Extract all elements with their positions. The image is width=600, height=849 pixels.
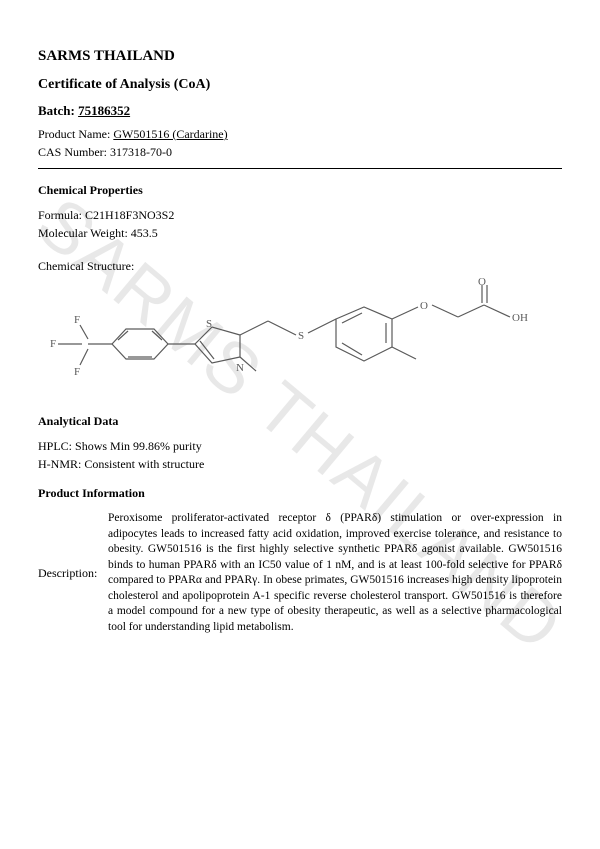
product-info-heading: Product Information [38,486,562,501]
svg-text:N: N [236,362,244,374]
batch-line: Batch: 75186352 [38,103,562,119]
hnmr-value: Consistent with structure [84,457,204,471]
svg-text:S: S [206,318,212,330]
chem-props-heading: Chemical Properties [38,183,562,198]
mw-label: Molecular Weight: [38,226,128,240]
hplc-label: HPLC: [38,439,72,453]
description-label: Description: [38,566,108,581]
svg-text:O: O [420,300,428,312]
hplc-line: HPLC: Shows Min 99.86% purity [38,439,562,454]
cas-label: CAS Number: [38,145,107,159]
chemical-structure-diagram: F F F S N S [38,277,562,417]
svg-text:F: F [50,338,56,350]
svg-text:F: F [74,366,80,378]
batch-number: 75186352 [78,103,130,118]
formula-line: Formula: C21H18F3NO3S2 [38,208,562,223]
svg-text:S: S [298,330,304,342]
svg-text:O: O [478,277,486,288]
doc-title: Certificate of Analysis (CoA) [38,77,562,93]
product-line: Product Name: GW501516 (Cardarine) [38,127,562,142]
company-name: SARMS THAILAND [38,48,562,65]
product-label: Product Name: [38,127,110,141]
hnmr-label: H-NMR: [38,457,81,471]
divider [38,168,562,169]
formula-value: C21H18F3NO3S2 [85,208,174,222]
batch-label: Batch: [38,103,75,118]
svg-text:F: F [74,314,80,326]
product-name: GW501516 (Cardarine) [113,127,227,141]
formula-label: Formula: [38,208,82,222]
description-row: Description: Peroxisome proliferator-act… [38,511,562,635]
hplc-value: Shows Min 99.86% purity [75,439,202,453]
description-text: Peroxisome proliferator-activated recept… [108,511,562,635]
hnmr-line: H-NMR: Consistent with structure [38,457,562,472]
svg-text:OH: OH [512,312,528,324]
cas-line: CAS Number: 317318-70-0 [38,145,562,160]
structure-label: Chemical Structure: [38,259,562,274]
cas-number: 317318-70-0 [110,145,172,159]
mw-value: 453.5 [131,226,158,240]
document-page: SARMS THAILAND Certificate of Analysis (… [0,0,600,655]
mw-line: Molecular Weight: 453.5 [38,226,562,241]
